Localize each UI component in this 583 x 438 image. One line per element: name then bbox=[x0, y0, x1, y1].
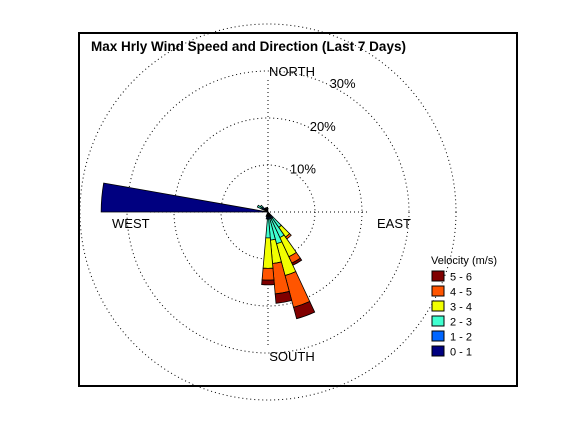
wind-sector-segment bbox=[265, 213, 268, 218]
wind-sector-segment bbox=[284, 233, 292, 240]
direction-label-north: NORTH bbox=[269, 64, 315, 79]
radial-tick-labels: 10% 20% 30% bbox=[290, 76, 356, 176]
radial-tick-label: 10% bbox=[290, 161, 316, 176]
wind-sector-segment bbox=[259, 204, 264, 209]
legend-label: 5 - 6 bbox=[450, 272, 472, 284]
chart-title: Max Hrly Wind Speed and Direction (Last … bbox=[91, 39, 406, 54]
legend-swatch bbox=[431, 300, 445, 312]
legend: Velocity (m/s) 5 - 6 4 - 5 3 - 4 2 - 3 1 - 2… bbox=[431, 255, 497, 359]
legend-label: 3 - 4 bbox=[450, 302, 472, 314]
legend-swatch bbox=[431, 315, 445, 327]
legend-label: 2 - 3 bbox=[450, 317, 472, 329]
radial-tick-label: 30% bbox=[330, 76, 356, 91]
legend-swatch bbox=[431, 345, 445, 357]
wind-sector-segment bbox=[261, 279, 275, 286]
direction-label-south: SOUTH bbox=[269, 349, 315, 364]
legend-label: 0 - 1 bbox=[450, 347, 472, 359]
legend-swatch bbox=[431, 270, 445, 282]
direction-label-east: EAST bbox=[377, 216, 411, 231]
legend-swatch bbox=[431, 330, 445, 342]
wind-sector-segment bbox=[256, 204, 263, 210]
radial-ring-3 bbox=[126, 70, 410, 354]
wind-sector-segment bbox=[100, 182, 269, 213]
legend-title: Velocity (m/s) bbox=[431, 255, 497, 267]
wind-sector-segment bbox=[264, 207, 268, 211]
wind-sector-segment bbox=[293, 300, 316, 320]
wind-sector-segment bbox=[266, 206, 269, 211]
wind-sector-segment bbox=[274, 290, 293, 304]
direction-label-west: WEST bbox=[112, 216, 150, 231]
radial-tick-label: 20% bbox=[310, 119, 336, 134]
wind-sector-segment bbox=[291, 257, 303, 266]
wind-sectors bbox=[100, 182, 316, 320]
wind-sector-segment bbox=[261, 267, 275, 281]
legend-swatch bbox=[431, 285, 445, 297]
legend-label: 4 - 5 bbox=[450, 287, 472, 299]
radial-ring-4 bbox=[79, 23, 457, 401]
legend-label: 1 - 2 bbox=[450, 332, 472, 344]
